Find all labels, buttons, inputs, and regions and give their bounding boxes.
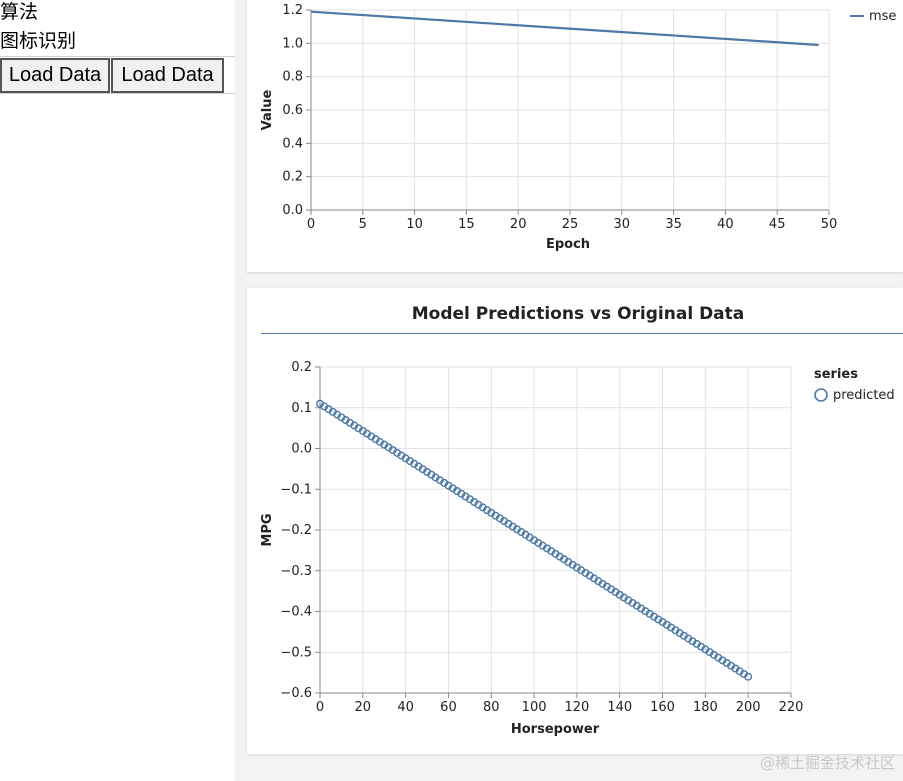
loss-chart-card: 0 5 10 15 20 25 30 35 40 45 50 0.0 0.2 0.4 0.6 0.8 1.0 1.…: [247, 0, 903, 272]
legend-label-predicted: predicted: [833, 388, 895, 403]
x-tick-label: 20: [510, 217, 527, 232]
y-axis-label: MPG: [260, 513, 275, 546]
left-panel: 算法 图标识别 Load Data Load Data: [0, 0, 235, 781]
chart-title: Model Predictions vs Original Data: [411, 304, 745, 324]
x-tick-label: 40: [397, 700, 414, 715]
divider: [0, 56, 235, 57]
y-tick-label: −0.2: [280, 523, 312, 538]
y-tick-label: 0.4: [282, 136, 303, 151]
y-tick-label: 0.8: [282, 70, 303, 85]
y-tick-label: 0.2: [291, 360, 312, 375]
divider: [0, 93, 235, 94]
y-tick-label: 0.0: [282, 203, 303, 218]
load-data-button[interactable]: Load Data: [0, 58, 110, 93]
x-tick-label: 50: [821, 217, 838, 232]
load-data-button-2[interactable]: Load Data: [111, 58, 224, 93]
y-tick-label: 0.2: [282, 170, 303, 185]
x-tick-label: 35: [665, 217, 682, 232]
y-tick-label: 0.0: [291, 442, 312, 457]
x-tick-label: 40: [717, 217, 734, 232]
series-line-mse: [310, 10, 819, 47]
y-tick-label: −0.5: [280, 645, 312, 660]
y-tick-label: 1.0: [282, 36, 303, 51]
watermark: @稀土掘金技术社区: [759, 754, 895, 772]
x-tick-label: 180: [693, 700, 718, 715]
x-tick-label: 10: [406, 217, 423, 232]
y-tick-label: 1.2: [282, 3, 303, 18]
x-tick-label: 160: [650, 700, 675, 715]
prediction-chart: 0 20 40 60 80 100 120 140 160 180 200 220 −0.6 −0.5 −0…: [260, 360, 895, 737]
x-tick-label: 220: [779, 700, 804, 715]
x-tick-label: 20: [355, 700, 372, 715]
x-tick-label: 100: [522, 700, 547, 715]
x-tick-label: 140: [607, 700, 632, 715]
y-tick-label: −0.6: [280, 686, 312, 701]
y-tick-label: −0.4: [280, 605, 312, 620]
icon-recognition-link[interactable]: 图标识别: [0, 30, 77, 52]
y-axis-label: Value: [260, 89, 275, 130]
y-tick-label: 0.1: [291, 401, 312, 416]
x-axis-label: Horsepower: [511, 722, 600, 737]
x-tick-label: 30: [614, 217, 631, 232]
x-tick-label: 120: [564, 700, 589, 715]
legend-label-mse: mse: [869, 9, 896, 24]
legend-symbol-predicted: [814, 388, 828, 402]
x-tick-label: 60: [440, 700, 457, 715]
y-tick-label: −0.3: [280, 564, 312, 579]
legend-title: series: [814, 367, 858, 382]
x-tick-label: 45: [769, 217, 786, 232]
x-tick-label: 5: [359, 217, 367, 232]
x-tick-label: 0: [316, 700, 324, 715]
x-axis-label: Epoch: [546, 237, 590, 252]
x-tick-label: 200: [736, 700, 761, 715]
x-tick-label: 80: [483, 700, 500, 715]
algorithm-heading: 算法: [0, 1, 39, 23]
prediction-chart-card: Model Predictions vs Original Data 0 20 40…: [247, 288, 903, 754]
x-tick-label: 0: [307, 217, 315, 232]
y-tick-label: 0.6: [282, 103, 303, 118]
y-tick-label: −0.1: [280, 482, 312, 497]
loss-chart: 0 5 10 15 20 25 30 35 40 45 50 0.0 0.2 0.4 0.6 0.8 1.0 1.…: [260, 3, 896, 252]
x-tick-label: 15: [458, 217, 475, 232]
title-divider: [261, 333, 903, 334]
data-point: [744, 672, 753, 681]
visualization-panel: 0 5 10 15 20 25 30 35 40 45 50 0.0 0.2 0.4 0.6 0.8 1.0 1.…: [235, 0, 903, 781]
x-tick-label: 25: [562, 217, 579, 232]
